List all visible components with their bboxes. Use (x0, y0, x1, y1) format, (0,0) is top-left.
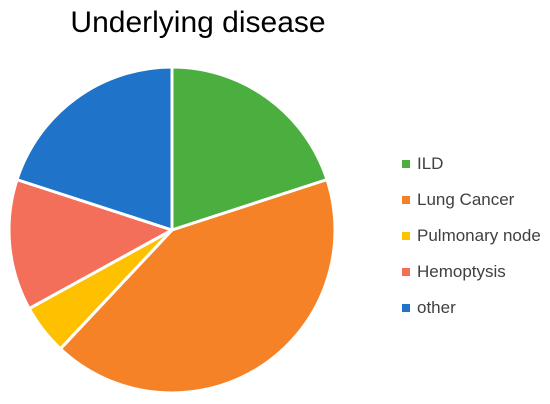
legend-swatch-pulmonary-node (402, 232, 410, 240)
legend-swatch-lung-cancer (402, 196, 410, 204)
legend-item-pulmonary-node: Pulmonary node (402, 218, 541, 254)
legend-label-other: other (417, 298, 456, 317)
chart-legend: ILD Lung Cancer Pulmonary node Hemoptysi… (402, 146, 541, 326)
legend-label-hemoptysis: Hemoptysis (417, 262, 506, 281)
legend-swatch-other (402, 304, 410, 312)
legend-swatch-ild (402, 160, 410, 168)
legend-label-ild: ILD (417, 154, 444, 173)
pie-slice-other (15, 65, 174, 232)
pie-slice-hemoptysis (7, 178, 174, 311)
legend-item-hemoptysis: Hemoptysis (402, 254, 541, 290)
pie-slice-ild (170, 65, 329, 232)
legend-item-other: other (402, 290, 541, 326)
pie-chart (7, 65, 337, 395)
legend-swatch-hemoptysis (402, 268, 410, 276)
chart-title: Underlying disease (70, 6, 326, 39)
legend-label-pulmonary-node: Pulmonary node (417, 226, 541, 245)
legend-label-lung-cancer: Lung Cancer (417, 190, 515, 209)
legend-item-lung-cancer: Lung Cancer (402, 182, 541, 218)
legend-item-ild: ILD (402, 146, 541, 182)
pie-slice-lung-cancer (58, 178, 337, 395)
